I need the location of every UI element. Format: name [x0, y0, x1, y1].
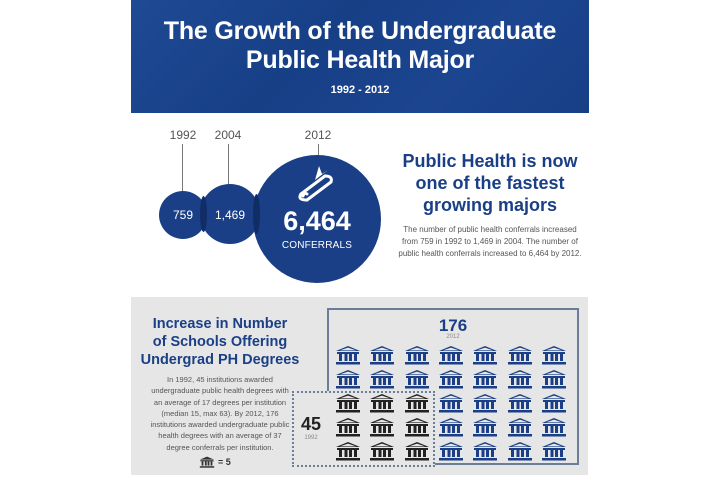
- box-1992: [292, 391, 435, 467]
- institution-icon: [369, 369, 395, 389]
- description-line: degree conferrals per institution.: [166, 442, 274, 452]
- institution-icon: [438, 345, 464, 365]
- bubble-overlap: [200, 196, 207, 232]
- headline-line: Increase in Number: [152, 316, 288, 332]
- institution-icon: [541, 345, 567, 365]
- institution-icon: [404, 393, 430, 413]
- institution-icon: [369, 417, 395, 437]
- institution-icon: [369, 345, 395, 365]
- institution-icon: [438, 417, 464, 437]
- stem-2012: [318, 144, 319, 156]
- description-line: In 1992, 45 institutions awarded: [167, 375, 273, 384]
- institution-icon: [438, 393, 464, 413]
- legend-text: = 5: [218, 457, 231, 467]
- year-2012: 2012: [446, 334, 460, 340]
- institution-icon: [507, 393, 533, 413]
- headline-line: of Schools Offering: [152, 334, 288, 350]
- description-line: The number of public health conferrals i…: [403, 225, 577, 234]
- institution-icon: [199, 456, 215, 468]
- bubble-1992: [159, 191, 207, 239]
- description-line: an average of 17 degrees per institution: [153, 397, 287, 407]
- stem-2004: [228, 144, 229, 184]
- description-line: institutions awarded undergraduate publi…: [150, 420, 290, 430]
- institution-icon: [507, 441, 533, 461]
- description-line: undergraduate public health degrees with: [151, 386, 289, 396]
- institution-icon: [404, 417, 430, 437]
- headline-line: one of the fastest: [415, 173, 565, 193]
- institution-icon: [438, 441, 464, 461]
- value-2004: 1,469: [214, 208, 246, 222]
- conferrals-headline: Public Health is now one of the fastest …: [390, 150, 590, 216]
- conferrals-description: The number of public health conferrals i…: [390, 224, 590, 260]
- bubble-2004: [200, 184, 260, 244]
- year-label-1992: 1992: [169, 128, 197, 142]
- institution-icon: [472, 369, 498, 389]
- description-line: from 759 in 1992 to 1,469 in 2004. The n…: [402, 237, 578, 246]
- institution-icon: [472, 441, 498, 461]
- stem-1992: [182, 144, 183, 192]
- description-line: health degrees with an average of 37: [158, 431, 282, 441]
- institution-icon: [472, 393, 498, 413]
- value-2012: 6,464: [283, 206, 351, 236]
- year-label-2012: 2012: [304, 128, 332, 142]
- page-title: The Growth of the Undergraduate Public H…: [131, 17, 589, 75]
- description-line: public health conferrals increased to 6,…: [398, 249, 582, 258]
- institution-icon: [369, 441, 395, 461]
- institution-icon: [541, 393, 567, 413]
- institution-icon: [541, 369, 567, 389]
- headline-line: growing majors: [422, 195, 557, 215]
- institution-icon: [335, 417, 361, 437]
- institution-icon: [404, 345, 430, 365]
- description-line: (median 15, max 63). By 2012, 176: [161, 408, 279, 418]
- institution-icon: [335, 345, 361, 365]
- diploma-icon: [295, 164, 339, 204]
- institution-icon: [335, 393, 361, 413]
- institution-icon: [541, 417, 567, 437]
- institution-icon: [438, 369, 464, 389]
- year-1992: 1992: [304, 435, 318, 441]
- count-2012: 176: [438, 316, 468, 335]
- schools-headline: Increase in Number of Schools Offering U…: [140, 315, 300, 369]
- institution-icon: [472, 417, 498, 437]
- institution-icon: [404, 369, 430, 389]
- count-1992: 45: [300, 414, 322, 434]
- institution-icon: [472, 345, 498, 365]
- title-line-2: Public Health Major: [245, 46, 475, 74]
- institution-icon: [541, 441, 567, 461]
- institution-icon: [335, 369, 361, 389]
- header-banner: The Growth of the Undergraduate Public H…: [131, 0, 589, 113]
- year-label-2004: 2004: [214, 128, 242, 142]
- headline-line: Public Health is now: [402, 151, 578, 171]
- title-line-1: The Growth of the Undergraduate: [163, 17, 557, 45]
- institution-icon: [507, 369, 533, 389]
- schools-description: In 1992, 45 institutions awarded undergr…: [140, 374, 300, 453]
- date-range: 1992 - 2012: [330, 84, 390, 96]
- box-2012: [327, 308, 579, 465]
- institution-icon: [507, 417, 533, 437]
- headline-line: Undergrad PH Degrees: [140, 352, 300, 368]
- value-1992: 759: [172, 208, 194, 222]
- institution-icon: [335, 441, 361, 461]
- conferrals-label: CONFERRALS: [281, 240, 353, 251]
- institution-icon: [369, 393, 395, 413]
- legend: = 5: [199, 455, 231, 469]
- institution-icon: [404, 441, 430, 461]
- bubble-overlap: [253, 194, 260, 234]
- institution-icon: [507, 345, 533, 365]
